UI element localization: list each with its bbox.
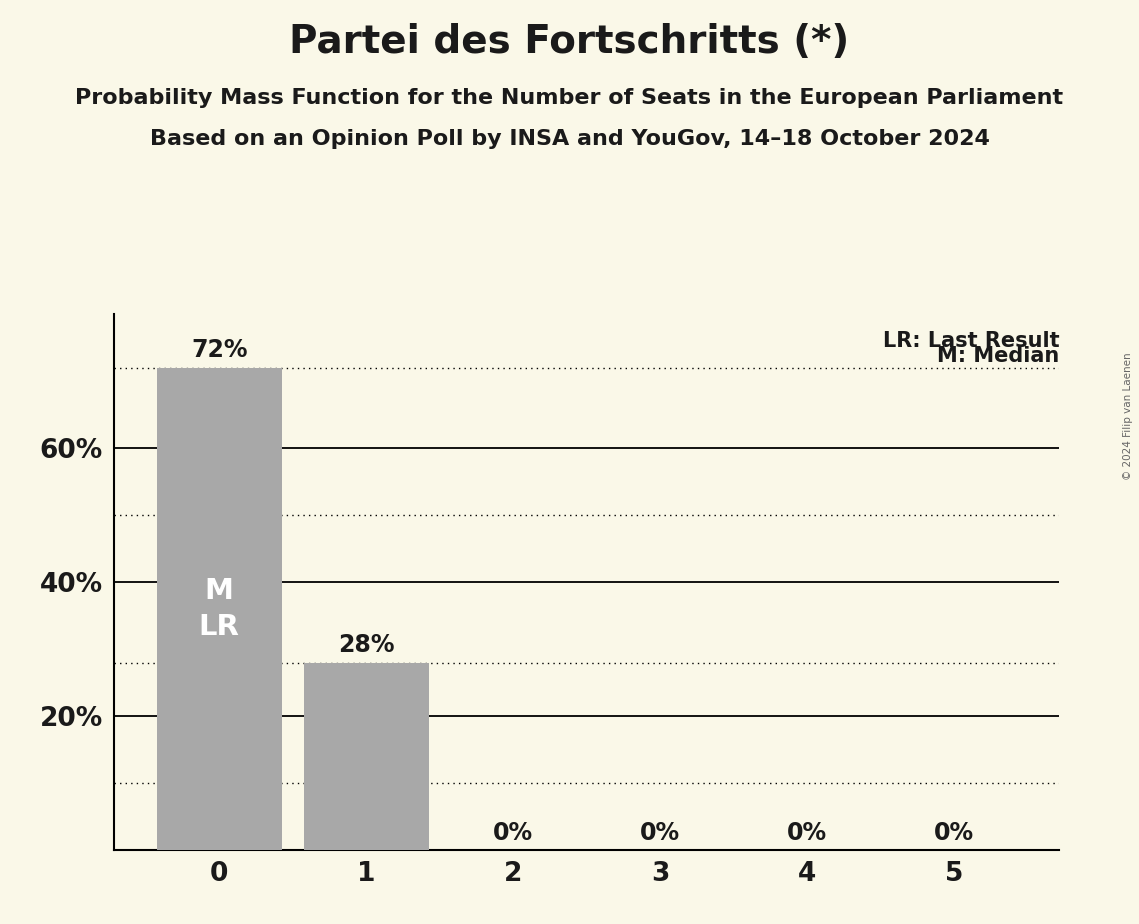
Text: 0%: 0% — [493, 821, 533, 845]
Text: Based on an Opinion Poll by INSA and YouGov, 14–18 October 2024: Based on an Opinion Poll by INSA and You… — [149, 129, 990, 150]
Text: 0%: 0% — [934, 821, 974, 845]
Bar — [304, 663, 428, 850]
Text: © 2024 Filip van Laenen: © 2024 Filip van Laenen — [1123, 352, 1133, 480]
Bar — [157, 368, 281, 850]
Text: LR: Last Result: LR: Last Result — [883, 331, 1059, 351]
Text: 72%: 72% — [191, 338, 247, 362]
Text: 28%: 28% — [338, 633, 394, 657]
Text: M
LR: M LR — [199, 577, 239, 641]
Text: Partei des Fortschritts (*): Partei des Fortschritts (*) — [289, 23, 850, 61]
Text: 0%: 0% — [640, 821, 680, 845]
Text: Probability Mass Function for the Number of Seats in the European Parliament: Probability Mass Function for the Number… — [75, 88, 1064, 108]
Text: M: Median: M: Median — [937, 346, 1059, 366]
Text: 0%: 0% — [787, 821, 827, 845]
